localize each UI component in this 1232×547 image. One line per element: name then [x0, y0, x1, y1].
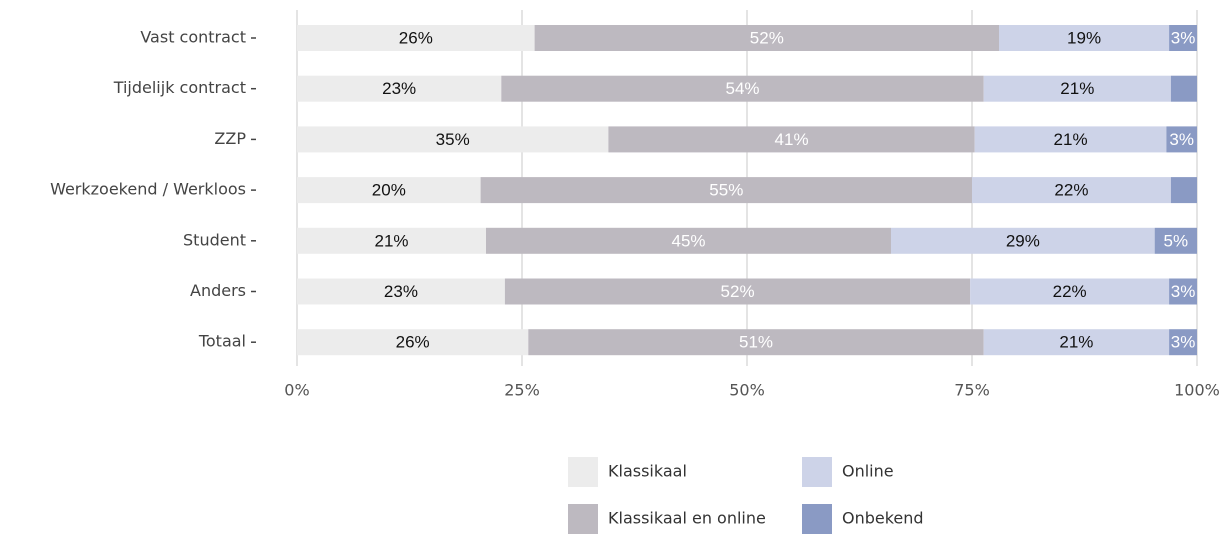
data-label: 3%	[1171, 28, 1196, 47]
data-label: 21%	[1060, 79, 1094, 98]
bar-segment	[972, 177, 1171, 204]
bar-segment	[528, 329, 984, 356]
legend-swatch	[568, 457, 598, 487]
bar-segment	[297, 75, 502, 102]
data-label: 29%	[1006, 231, 1040, 250]
data-label: 35%	[436, 130, 470, 149]
data-label: 3%	[1169, 130, 1194, 149]
bar-segment	[1169, 278, 1197, 305]
x-tick-label: 100%	[1174, 381, 1220, 400]
bar-segment	[1154, 227, 1197, 254]
data-label: 54%	[725, 79, 759, 98]
y-tick-label: Werkzoekend / Werkloos	[50, 180, 246, 199]
y-tick-label: Vast contract	[140, 28, 246, 47]
data-label: 21%	[1054, 130, 1088, 149]
bar-segment	[486, 227, 891, 254]
legend-label: Klassikaal en online	[608, 509, 766, 528]
data-label: 26%	[399, 28, 433, 47]
bar-segment	[504, 278, 971, 305]
bar-segment	[297, 126, 609, 153]
bar-segment	[297, 329, 529, 356]
x-tick-label: 75%	[954, 381, 990, 400]
legend-swatch	[568, 504, 598, 534]
x-tick-label: 25%	[504, 381, 540, 400]
data-label: 45%	[671, 231, 705, 250]
bar-segment	[974, 126, 1167, 153]
data-label: 3%	[1171, 333, 1196, 352]
bar-segment	[1170, 75, 1197, 102]
bar-segment	[297, 227, 486, 254]
bar-segment	[970, 278, 1170, 305]
legend-swatch	[802, 457, 832, 487]
bar-segment	[983, 329, 1170, 356]
y-tick-label: Tijdelijk contract	[113, 78, 246, 97]
data-label: 26%	[396, 333, 430, 352]
y-tick-label: Anders	[190, 281, 246, 300]
data-label: 55%	[709, 181, 743, 200]
bar-segment	[297, 278, 505, 305]
bar-segment	[480, 177, 972, 204]
legend-label: Online	[842, 462, 894, 481]
bar-segment	[1169, 329, 1197, 356]
data-label: 22%	[1053, 282, 1087, 301]
data-label: 51%	[739, 333, 773, 352]
data-label: 23%	[384, 282, 418, 301]
data-label: 21%	[1059, 333, 1093, 352]
data-label: 52%	[750, 28, 784, 47]
data-label: 19%	[1067, 28, 1101, 47]
bar-segment	[891, 227, 1155, 254]
x-tick-label: 0%	[284, 381, 309, 400]
y-tick-label: Totaal	[198, 332, 246, 351]
legend-label: Onbekend	[842, 509, 924, 528]
legend-swatch	[802, 504, 832, 534]
bar-segment	[999, 25, 1170, 51]
bar-segment	[534, 25, 999, 51]
data-label: 5%	[1164, 231, 1189, 250]
data-label: 41%	[775, 130, 809, 149]
bar-segment	[608, 126, 975, 153]
x-tick-label: 50%	[729, 381, 765, 400]
bar-segment	[983, 75, 1171, 102]
bar-segment	[1169, 25, 1197, 51]
data-label: 22%	[1054, 181, 1088, 200]
data-label: 52%	[721, 282, 755, 301]
bar-segment	[297, 25, 535, 51]
y-tick-label: Student	[183, 230, 246, 249]
data-label: 23%	[382, 79, 416, 98]
bar-segment	[297, 177, 481, 204]
bar-segment	[501, 75, 984, 102]
data-label: 20%	[372, 181, 406, 200]
data-label: 3%	[1171, 282, 1196, 301]
bar-segment	[1166, 126, 1197, 153]
legend-label: Klassikaal	[608, 462, 687, 481]
bar-segment	[1170, 177, 1197, 204]
y-tick-label: ZZP	[214, 129, 246, 148]
data-label: 21%	[374, 231, 408, 250]
